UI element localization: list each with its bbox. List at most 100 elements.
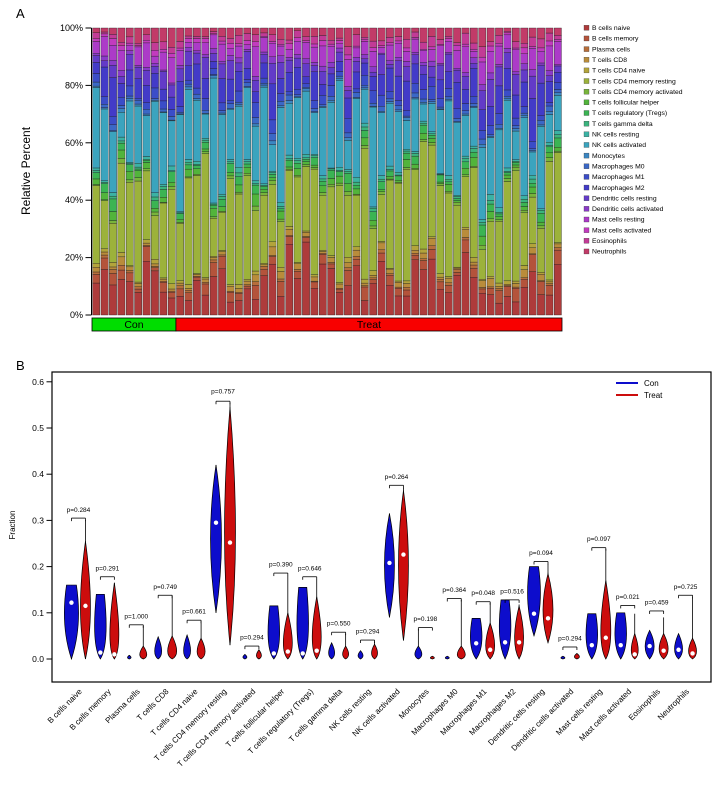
bar-segment [386,176,394,180]
violin-body [560,655,566,660]
bar-segment [528,27,537,38]
bar-segment [360,62,369,76]
group-strip: Con Treat [91,317,563,332]
bar-segment [444,88,453,98]
bar-segment [352,98,361,178]
sample-bar [444,27,453,316]
legend-label: Treat [644,391,663,400]
sample-bar [260,27,268,316]
bar-segment [428,131,436,134]
violin-body [64,584,79,661]
bar-segment [444,52,453,55]
bar-segment [302,83,310,88]
violin-body [585,613,598,660]
x-tick-label: T cells gamma delta [287,687,344,744]
bar-segment [268,144,277,172]
y-tick-label: 20% [65,253,83,263]
bar-segment [436,64,445,81]
violin-group: p=0.097 [585,536,612,660]
bar-segment [117,83,126,98]
bar-segment [444,191,453,194]
bar-segment [537,208,545,211]
bar-segment [411,163,419,169]
bar-segment [553,247,562,251]
bar-segment [243,175,252,280]
sample-bar [159,27,168,316]
bar-segment [277,105,285,108]
bar-segment [285,91,294,96]
bar-segment [167,96,176,110]
bar-segment [201,153,210,278]
bar-segment [125,54,134,71]
bar-segment [394,172,403,176]
bar-segment [260,84,268,88]
median-dot [300,651,305,656]
bar-segment [235,293,243,301]
bar-segment [125,98,134,102]
bar-segment [167,84,176,98]
bar-segment [360,137,369,146]
bar-segment [386,27,394,38]
bar-segment [159,112,168,185]
bar-segment [344,46,352,56]
bar-segment [151,63,159,67]
bar-segment [193,52,201,65]
sample-bar [352,27,361,316]
bar-segment [461,227,470,230]
bar-segment [419,65,428,75]
bar-segment [226,27,235,39]
bar-segment [503,68,512,91]
violin-group: p=0.646 [296,565,322,660]
bar-segment [268,241,277,248]
bar-segment [100,254,109,259]
bar-segment [167,288,176,292]
bar-segment [386,98,394,102]
bar-segment [293,168,302,176]
violin-group: p=0.264 [384,474,409,641]
bar-segment [193,276,201,281]
bar-segment [344,191,352,196]
bar-segment [486,218,495,222]
bar-segment [352,188,361,195]
bar-segment [486,134,495,137]
bar-segment [235,45,243,59]
sample-bar [402,27,411,316]
bar-segment [117,269,126,280]
bar-segment [369,106,377,208]
bar-segment [125,266,134,271]
bar-segment [209,68,218,75]
bar-segment [478,109,487,131]
bar-segment [277,55,285,63]
violin-body [384,513,395,618]
bar-segment [512,283,520,288]
bar-segment [495,43,503,47]
bar-segment [142,170,151,240]
bar-segment [167,53,176,58]
sample-bar [386,27,394,316]
bar-segment [109,38,117,46]
bar-segment [209,256,218,258]
bar-segment [495,129,503,208]
bar-segment [344,90,352,99]
bar-segment [201,57,210,79]
bar-segment [545,81,554,103]
sample-bar [134,27,142,316]
bar-segment [528,183,537,188]
bar-segment [302,42,310,59]
bar-segment [277,100,285,107]
bar-segment [428,60,436,67]
bar-segment [117,158,126,164]
bar-segment [310,164,319,168]
bar-segment [444,38,453,42]
bar-segment [520,209,529,214]
bar-segment [109,34,117,39]
bar-segment [134,180,142,283]
bar-segment [318,40,327,47]
bar-segment [461,252,470,316]
bar-segment [436,44,445,46]
bar-segment [470,148,478,153]
bar-segment [176,50,184,66]
violin-group: p=0.021 [614,594,640,660]
bar-segment [285,235,294,237]
bar-segment [486,276,495,279]
